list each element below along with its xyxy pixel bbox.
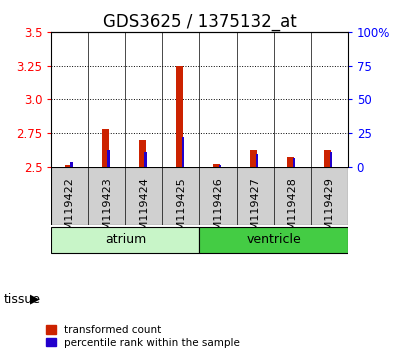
Text: GSM119425: GSM119425 (176, 177, 186, 245)
Text: GSM119428: GSM119428 (287, 177, 297, 245)
Bar (70, 162, 73, 166)
Bar (287, 157, 294, 166)
Bar (51, 227, 199, 253)
Text: ventricle: ventricle (246, 233, 301, 246)
Bar (330, 152, 332, 166)
Bar (182, 137, 184, 166)
Text: GSM119429: GSM119429 (324, 177, 334, 245)
Bar (107, 150, 110, 166)
Text: atrium: atrium (105, 233, 146, 246)
Text: GSM119423: GSM119423 (102, 177, 112, 245)
Bar (250, 150, 257, 166)
Bar (102, 129, 109, 166)
Legend: transformed count, percentile rank within the sample: transformed count, percentile rank withi… (45, 324, 241, 349)
Text: GSM119427: GSM119427 (250, 177, 260, 245)
Bar (293, 159, 295, 166)
Bar (324, 150, 331, 166)
Bar (145, 152, 147, 166)
Bar (256, 154, 258, 166)
Bar (139, 139, 146, 166)
Text: GSM119424: GSM119424 (139, 177, 149, 245)
Text: ▶: ▶ (30, 293, 39, 306)
Bar (65, 165, 72, 166)
Bar (218, 165, 221, 166)
Title: GDS3625 / 1375132_at: GDS3625 / 1375132_at (103, 13, 296, 30)
Text: tissue: tissue (4, 293, 41, 306)
Bar (213, 164, 220, 166)
Bar (199, 227, 348, 253)
Text: GSM119422: GSM119422 (65, 177, 75, 245)
Bar (176, 65, 183, 166)
Text: GSM119426: GSM119426 (213, 177, 223, 245)
